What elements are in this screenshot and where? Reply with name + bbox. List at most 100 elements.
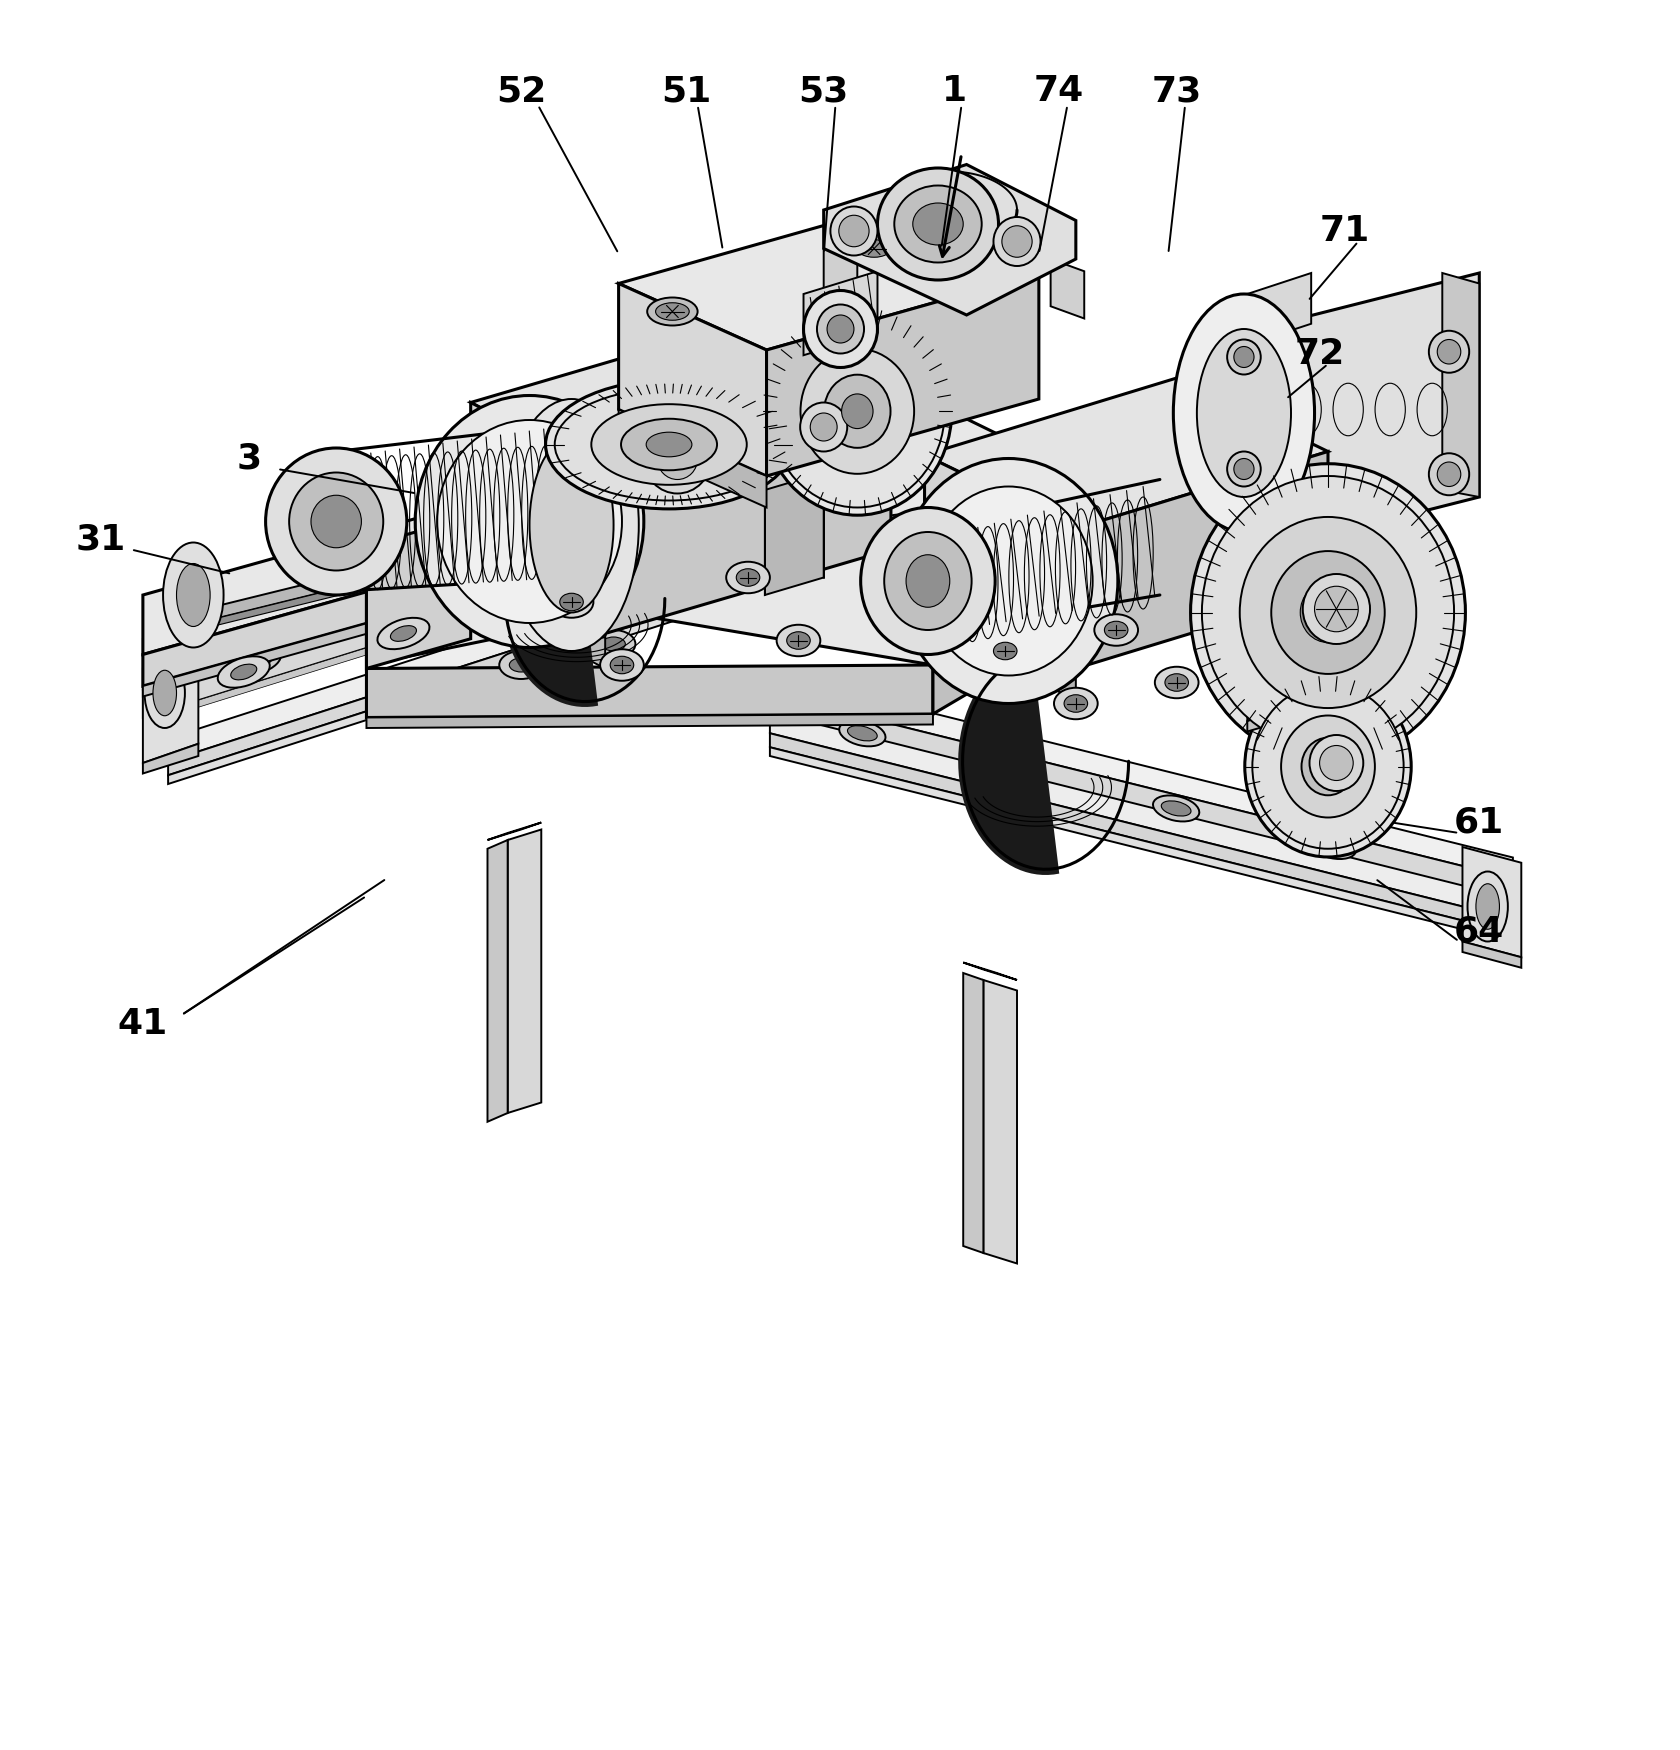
Polygon shape [487,840,507,1122]
Text: 64: 64 [1453,914,1504,948]
Polygon shape [769,747,1504,940]
Text: 31: 31 [76,522,126,556]
Ellipse shape [509,658,533,672]
Ellipse shape [795,542,818,556]
Ellipse shape [1428,331,1468,373]
Ellipse shape [393,600,422,616]
Ellipse shape [1436,340,1460,364]
Polygon shape [924,595,1075,700]
Polygon shape [366,516,470,668]
Ellipse shape [1319,746,1352,780]
Text: 61: 61 [1453,805,1504,840]
Text: 53: 53 [798,74,848,108]
Polygon shape [143,620,198,763]
Ellipse shape [591,630,635,658]
Ellipse shape [1173,294,1314,532]
Ellipse shape [265,448,407,595]
Polygon shape [366,402,1176,665]
Ellipse shape [163,542,223,648]
Ellipse shape [838,721,885,746]
Ellipse shape [769,315,944,508]
Ellipse shape [848,234,899,262]
Polygon shape [764,473,823,595]
Ellipse shape [785,536,828,564]
Polygon shape [769,712,1504,917]
Ellipse shape [983,635,1026,667]
Ellipse shape [529,438,613,612]
Ellipse shape [877,168,998,280]
Ellipse shape [1104,621,1127,639]
Ellipse shape [620,418,717,471]
Polygon shape [168,539,857,775]
Ellipse shape [657,438,697,480]
Polygon shape [769,733,1504,931]
Ellipse shape [842,394,872,429]
Ellipse shape [1063,695,1087,712]
Polygon shape [983,980,1016,1264]
Polygon shape [753,668,1512,878]
Ellipse shape [244,653,272,668]
Ellipse shape [887,522,911,536]
Ellipse shape [533,542,578,570]
Ellipse shape [803,290,877,368]
Ellipse shape [1152,796,1198,821]
Ellipse shape [894,186,981,262]
Ellipse shape [504,399,638,651]
Text: 71: 71 [1319,214,1369,248]
Polygon shape [1247,704,1307,731]
Ellipse shape [1003,763,1033,779]
Ellipse shape [591,404,746,485]
Ellipse shape [1317,838,1347,854]
Ellipse shape [736,569,759,586]
Ellipse shape [1309,735,1362,791]
Ellipse shape [1252,684,1403,849]
Ellipse shape [1309,833,1356,859]
Ellipse shape [726,562,769,593]
Ellipse shape [786,632,810,649]
Polygon shape [143,462,874,718]
Ellipse shape [838,215,869,247]
Polygon shape [143,744,198,774]
Ellipse shape [1001,226,1032,257]
Polygon shape [366,665,932,718]
Polygon shape [924,455,1075,668]
Ellipse shape [1428,453,1468,495]
Ellipse shape [153,670,176,716]
Text: 41: 41 [118,1006,168,1041]
Ellipse shape [1475,884,1499,929]
Polygon shape [766,273,1038,476]
Ellipse shape [509,592,533,605]
Text: 1: 1 [942,74,966,108]
Ellipse shape [1233,346,1253,368]
Polygon shape [487,822,541,840]
Ellipse shape [860,507,995,654]
Polygon shape [605,388,890,634]
Ellipse shape [390,626,417,640]
Ellipse shape [1226,452,1260,486]
Text: 3: 3 [237,441,260,476]
Ellipse shape [1270,551,1384,674]
Ellipse shape [996,758,1042,784]
Polygon shape [538,399,605,654]
Ellipse shape [591,564,635,592]
Ellipse shape [378,618,428,649]
Ellipse shape [1436,462,1460,486]
Polygon shape [143,441,874,690]
Polygon shape [753,690,1512,906]
Text: 72: 72 [1294,336,1344,371]
Polygon shape [618,206,1038,350]
Polygon shape [507,830,541,1113]
Ellipse shape [601,570,625,584]
Ellipse shape [1030,567,1053,581]
Ellipse shape [884,532,971,630]
Polygon shape [168,516,857,761]
Ellipse shape [385,595,430,623]
Polygon shape [176,537,496,628]
Ellipse shape [541,548,571,565]
Polygon shape [932,522,1176,714]
Ellipse shape [499,651,543,679]
Ellipse shape [1094,614,1137,646]
Polygon shape [1247,668,1307,721]
Ellipse shape [176,564,210,626]
Ellipse shape [810,413,837,441]
